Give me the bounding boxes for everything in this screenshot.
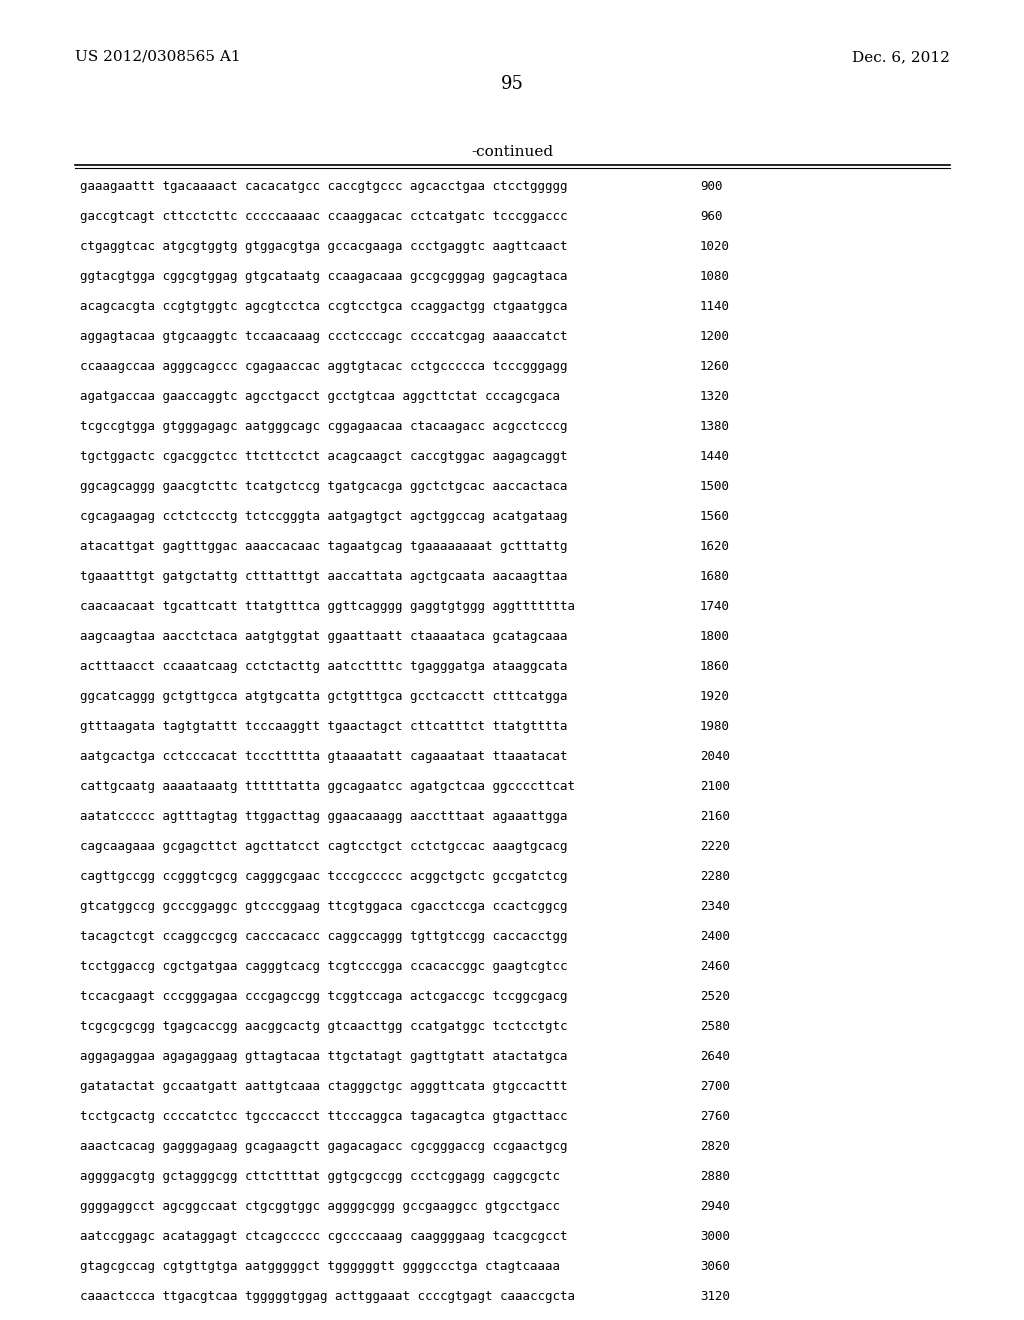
Text: 960: 960: [700, 210, 723, 223]
Text: cagttgccgg ccgggtcgcg cagggcgaac tcccgccccc acggctgctc gccgatctcg: cagttgccgg ccgggtcgcg cagggcgaac tcccgcc…: [80, 870, 567, 883]
Text: 1260: 1260: [700, 360, 730, 374]
Text: gtagcgccag cgtgttgtga aatgggggct tggggggtt ggggccctga ctagtcaaaa: gtagcgccag cgtgttgtga aatgggggct tgggggg…: [80, 1261, 560, 1272]
Text: cattgcaatg aaaataaatg ttttttatta ggcagaatcc agatgctcaa ggccccttcat: cattgcaatg aaaataaatg ttttttatta ggcagaa…: [80, 780, 575, 793]
Text: 3120: 3120: [700, 1290, 730, 1303]
Text: tcgccgtgga gtgggagagc aatgggcagc cggagaacaa ctacaagacc acgcctcccg: tcgccgtgga gtgggagagc aatgggcagc cggagaa…: [80, 420, 567, 433]
Text: 2580: 2580: [700, 1020, 730, 1034]
Text: 95: 95: [501, 75, 523, 92]
Text: 1440: 1440: [700, 450, 730, 463]
Text: aatatccccc agtttagtag ttggacttag ggaacaaagg aacctttaat agaaattgga: aatatccccc agtttagtag ttggacttag ggaacaa…: [80, 810, 567, 822]
Text: 1800: 1800: [700, 630, 730, 643]
Text: 1200: 1200: [700, 330, 730, 343]
Text: 1560: 1560: [700, 510, 730, 523]
Text: tgaaatttgt gatgctattg ctttatttgt aaccattata agctgcaata aacaagttaa: tgaaatttgt gatgctattg ctttatttgt aaccatt…: [80, 570, 567, 583]
Text: US 2012/0308565 A1: US 2012/0308565 A1: [75, 50, 241, 63]
Text: 1980: 1980: [700, 719, 730, 733]
Text: 1020: 1020: [700, 240, 730, 253]
Text: 2520: 2520: [700, 990, 730, 1003]
Text: 3000: 3000: [700, 1230, 730, 1243]
Text: aatccggagc acataggagt ctcagccccc cgccccaaag caaggggaag tcacgcgcct: aatccggagc acataggagt ctcagccccc cgcccca…: [80, 1230, 567, 1243]
Text: Dec. 6, 2012: Dec. 6, 2012: [852, 50, 950, 63]
Text: aaactcacag gagggagaag gcagaagctt gagacagacc cgcgggaccg ccgaactgcg: aaactcacag gagggagaag gcagaagctt gagacag…: [80, 1140, 567, 1152]
Text: 1500: 1500: [700, 480, 730, 492]
Text: tacagctcgt ccaggccgcg cacccacacc caggccaggg tgttgtccgg caccacctgg: tacagctcgt ccaggccgcg cacccacacc caggcca…: [80, 931, 567, 942]
Text: tcctgcactg ccccatctcc tgcccaccct ttcccaggca tagacagtca gtgacttacc: tcctgcactg ccccatctcc tgcccaccct ttcccag…: [80, 1110, 567, 1123]
Text: ggcatcaggg gctgttgcca atgtgcatta gctgtttgca gcctcacctt ctttcatgga: ggcatcaggg gctgttgcca atgtgcatta gctgttt…: [80, 690, 567, 704]
Text: -continued: -continued: [471, 145, 553, 158]
Text: actttaacct ccaaatcaag cctctacttg aatccttttc tgagggatga ataaggcata: actttaacct ccaaatcaag cctctacttg aatcctt…: [80, 660, 567, 673]
Text: 1320: 1320: [700, 389, 730, 403]
Text: aggggacgtg gctagggcgg cttcttttat ggtgcgccgg ccctcggagg caggcgctc: aggggacgtg gctagggcgg cttcttttat ggtgcgc…: [80, 1170, 560, 1183]
Text: 2100: 2100: [700, 780, 730, 793]
Text: 900: 900: [700, 180, 723, 193]
Text: 2280: 2280: [700, 870, 730, 883]
Text: ctgaggtcac atgcgtggtg gtggacgtga gccacgaaga ccctgaggtc aagttcaact: ctgaggtcac atgcgtggtg gtggacgtga gccacga…: [80, 240, 567, 253]
Text: 2880: 2880: [700, 1170, 730, 1183]
Text: acagcacgta ccgtgtggtc agcgtcctca ccgtcctgca ccaggactgg ctgaatggca: acagcacgta ccgtgtggtc agcgtcctca ccgtcct…: [80, 300, 567, 313]
Text: gtcatggccg gcccggaggc gtcccggaag ttcgtggaca cgacctccga ccactcggcg: gtcatggccg gcccggaggc gtcccggaag ttcgtgg…: [80, 900, 567, 913]
Text: gatatactat gccaatgatt aattgtcaaa ctagggctgc agggttcata gtgccacttt: gatatactat gccaatgatt aattgtcaaa ctagggc…: [80, 1080, 567, 1093]
Text: 2820: 2820: [700, 1140, 730, 1152]
Text: 2640: 2640: [700, 1049, 730, 1063]
Text: tcgcgcgcgg tgagcaccgg aacggcactg gtcaacttgg ccatgatggc tcctcctgtc: tcgcgcgcgg tgagcaccgg aacggcactg gtcaact…: [80, 1020, 567, 1034]
Text: 2700: 2700: [700, 1080, 730, 1093]
Text: 1740: 1740: [700, 601, 730, 612]
Text: ccaaagccaa agggcagccc cgagaaccac aggtgtacac cctgccccca tcccgggagg: ccaaagccaa agggcagccc cgagaaccac aggtgta…: [80, 360, 567, 374]
Text: ggggaggcct agcggccaat ctgcggtggc aggggcggg gccgaaggcc gtgcctgacc: ggggaggcct agcggccaat ctgcggtggc aggggcg…: [80, 1200, 560, 1213]
Text: gaccgtcagt cttcctcttc cccccaaaac ccaaggacac cctcatgatc tcccggaccc: gaccgtcagt cttcctcttc cccccaaaac ccaagga…: [80, 210, 567, 223]
Text: ggtacgtgga cggcgtggag gtgcataatg ccaagacaaa gccgcgggag gagcagtaca: ggtacgtgga cggcgtggag gtgcataatg ccaagac…: [80, 271, 567, 282]
Text: aagcaagtaa aacctctaca aatgtggtat ggaattaatt ctaaaataca gcatagcaaa: aagcaagtaa aacctctaca aatgtggtat ggaatta…: [80, 630, 567, 643]
Text: 1680: 1680: [700, 570, 730, 583]
Text: 1620: 1620: [700, 540, 730, 553]
Text: gaaagaattt tgacaaaact cacacatgcc caccgtgccc agcacctgaa ctcctggggg: gaaagaattt tgacaaaact cacacatgcc caccgtg…: [80, 180, 567, 193]
Text: 3060: 3060: [700, 1261, 730, 1272]
Text: tcctggaccg cgctgatgaa cagggtcacg tcgtcccgga ccacaccggc gaagtcgtcc: tcctggaccg cgctgatgaa cagggtcacg tcgtccc…: [80, 960, 567, 973]
Text: cgcagaagag cctctccctg tctccgggta aatgagtgct agctggccag acatgataag: cgcagaagag cctctccctg tctccgggta aatgagt…: [80, 510, 567, 523]
Text: caaactccca ttgacgtcaa tgggggtggag acttggaaat ccccgtgagt caaaccgcta: caaactccca ttgacgtcaa tgggggtggag acttgg…: [80, 1290, 575, 1303]
Text: 2040: 2040: [700, 750, 730, 763]
Text: 1860: 1860: [700, 660, 730, 673]
Text: gtttaagata tagtgtattt tcccaaggtt tgaactagct cttcatttct ttatgtttta: gtttaagata tagtgtattt tcccaaggtt tgaacta…: [80, 719, 567, 733]
Text: 1080: 1080: [700, 271, 730, 282]
Text: 2940: 2940: [700, 1200, 730, 1213]
Text: 2400: 2400: [700, 931, 730, 942]
Text: aatgcactga cctcccacat tcccttttta gtaaaatatt cagaaataat ttaaatacat: aatgcactga cctcccacat tcccttttta gtaaaat…: [80, 750, 567, 763]
Text: atacattgat gagtttggac aaaccacaac tagaatgcag tgaaaaaaaat gctttattg: atacattgat gagtttggac aaaccacaac tagaatg…: [80, 540, 567, 553]
Text: tgctggactc cgacggctcc ttcttcctct acagcaagct caccgtggac aagagcaggt: tgctggactc cgacggctcc ttcttcctct acagcaa…: [80, 450, 567, 463]
Text: 1920: 1920: [700, 690, 730, 704]
Text: 2460: 2460: [700, 960, 730, 973]
Text: caacaacaat tgcattcatt ttatgtttca ggttcagggg gaggtgtggg aggttttttta: caacaacaat tgcattcatt ttatgtttca ggttcag…: [80, 601, 575, 612]
Text: 2340: 2340: [700, 900, 730, 913]
Text: aggagtacaa gtgcaaggtc tccaacaaag ccctcccagc ccccatcgag aaaaccatct: aggagtacaa gtgcaaggtc tccaacaaag ccctccc…: [80, 330, 567, 343]
Text: 1140: 1140: [700, 300, 730, 313]
Text: agatgaccaa gaaccaggtc agcctgacct gcctgtcaa aggcttctat cccagcgaca: agatgaccaa gaaccaggtc agcctgacct gcctgtc…: [80, 389, 560, 403]
Text: aggagaggaa agagaggaag gttagtacaa ttgctatagt gagttgtatt atactatgca: aggagaggaa agagaggaag gttagtacaa ttgctat…: [80, 1049, 567, 1063]
Text: cagcaagaaa gcgagcttct agcttatcct cagtcctgct cctctgccac aaagtgcacg: cagcaagaaa gcgagcttct agcttatcct cagtcct…: [80, 840, 567, 853]
Text: 2220: 2220: [700, 840, 730, 853]
Text: 2760: 2760: [700, 1110, 730, 1123]
Text: tccacgaagt cccgggagaa cccgagccgg tcggtccaga actcgaccgc tccggcgacg: tccacgaagt cccgggagaa cccgagccgg tcggtcc…: [80, 990, 567, 1003]
Text: 1380: 1380: [700, 420, 730, 433]
Text: 2160: 2160: [700, 810, 730, 822]
Text: ggcagcaggg gaacgtcttc tcatgctccg tgatgcacga ggctctgcac aaccactaca: ggcagcaggg gaacgtcttc tcatgctccg tgatgca…: [80, 480, 567, 492]
